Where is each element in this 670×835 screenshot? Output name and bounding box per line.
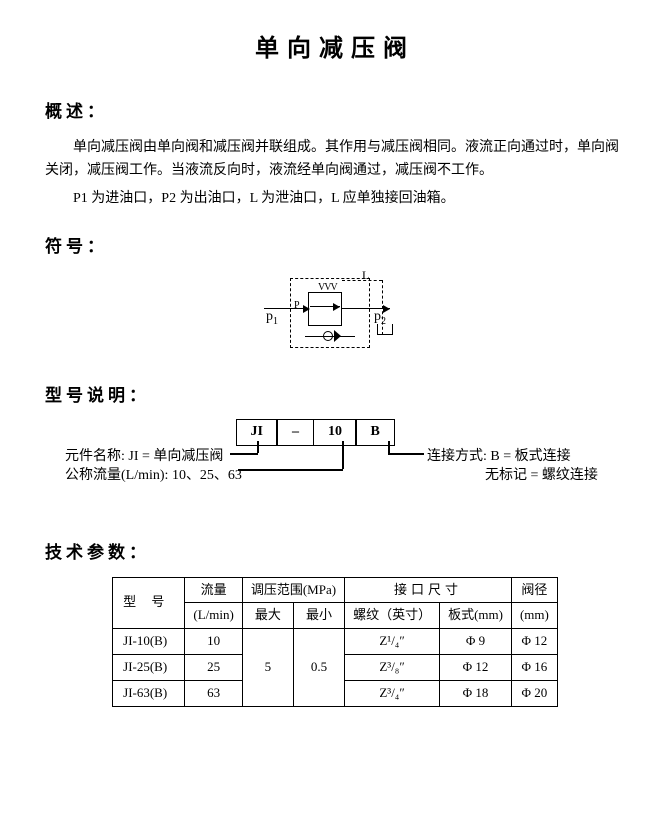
symbol-check-valve [305,330,355,344]
cell-adj-max: 5 [242,629,293,706]
cell-plate: Φ 9 [440,629,512,655]
th-model: 型 号 [113,577,185,629]
heading-symbol: 符号： [45,233,625,260]
model-code-boxes: JI – 10 B [237,419,395,445]
symbol-diagram: VVV p1 p2 L P [45,270,625,360]
cell-adj-min: 0.5 [293,629,344,706]
model-left-2: 公称流量(L/min): 10、25、63 [65,465,242,487]
leader-line [388,441,390,453]
symbol-p1-arrow [303,305,310,313]
cell-flow: 10 [185,629,242,655]
cell-flow: 63 [185,680,242,706]
symbol-label-p2: p2 [374,306,386,330]
symbol-check-seat [334,330,341,342]
model-right-2: 无标记 = 螺纹连接 [485,465,598,487]
cell-thread: Z¹/₄″ [345,629,440,655]
symbol-label-p-inlet: P [294,298,300,314]
cell-dia: Φ 20 [511,680,557,706]
page-title: 单向减压阀 [45,30,625,68]
code-cell-2: 10 [313,419,357,445]
code-cell-1: – [276,419,314,445]
cell-dia: Φ 16 [511,654,557,680]
symbol-label-L: L [362,266,369,285]
cell-plate: Φ 18 [440,680,512,706]
th-port-size: 接口尺寸 [345,577,512,603]
cell-model: JI-25(B) [113,654,185,680]
table-row: JI-10(B) 10 5 0.5 Z¹/₄″ Φ 9 Φ 12 [113,629,558,655]
th-valve-dia-unit: (mm) [511,603,557,629]
leader-line [388,453,424,455]
cell-thread: Z³/₄″ [345,680,440,706]
leader-line [238,469,343,471]
overview-para-1: 单向减压阀由单向阀和减压阀并联组成。其作用与减压阀相同。液流正向通过时，单向阀关… [45,136,625,184]
symbol-spring-icon: VVV [318,280,337,296]
heading-params: 技术参数： [45,539,625,566]
th-flow: 流量 [185,577,242,603]
heading-overview: 概述： [45,98,625,125]
cell-model: JI-63(B) [113,680,185,706]
leader-line [342,441,344,469]
cell-thread: Z³/₈″ [345,654,440,680]
symbol-label-p1: p1 [266,306,278,330]
th-adj-min: 最小 [293,603,344,629]
th-flow-unit: (L/min) [185,603,242,629]
th-adj-range: 调压范围(MPa) [242,577,344,603]
th-valve-dia: 阀径 [511,577,557,603]
th-thread: 螺纹（英寸） [345,603,440,629]
cell-plate: Φ 12 [440,654,512,680]
leader-line [257,441,259,453]
param-table: 型 号 流量 调压范围(MPa) 接口尺寸 阀径 (L/min) 最大 最小 螺… [112,577,558,707]
table-header-row-1: 型 号 流量 调压范围(MPa) 接口尺寸 阀径 [113,577,558,603]
th-adj-max: 最大 [242,603,293,629]
cell-flow: 25 [185,654,242,680]
leader-line [230,453,258,455]
symbol-arrow-head [333,303,340,311]
symbol-check-ball [323,331,333,341]
cell-model: JI-10(B) [113,629,185,655]
cell-dia: Φ 12 [511,629,557,655]
th-plate: 板式(mm) [440,603,512,629]
heading-model: 型号说明： [45,382,625,409]
model-code-diagram: JI – 10 B 元件名称: JI = 单向减压阀 公称流量(L/min): … [65,419,605,509]
overview-para-2: P1 为进油口，P2 为出油口，L 为泄油口，L 应单独接回油箱。 [45,187,625,211]
